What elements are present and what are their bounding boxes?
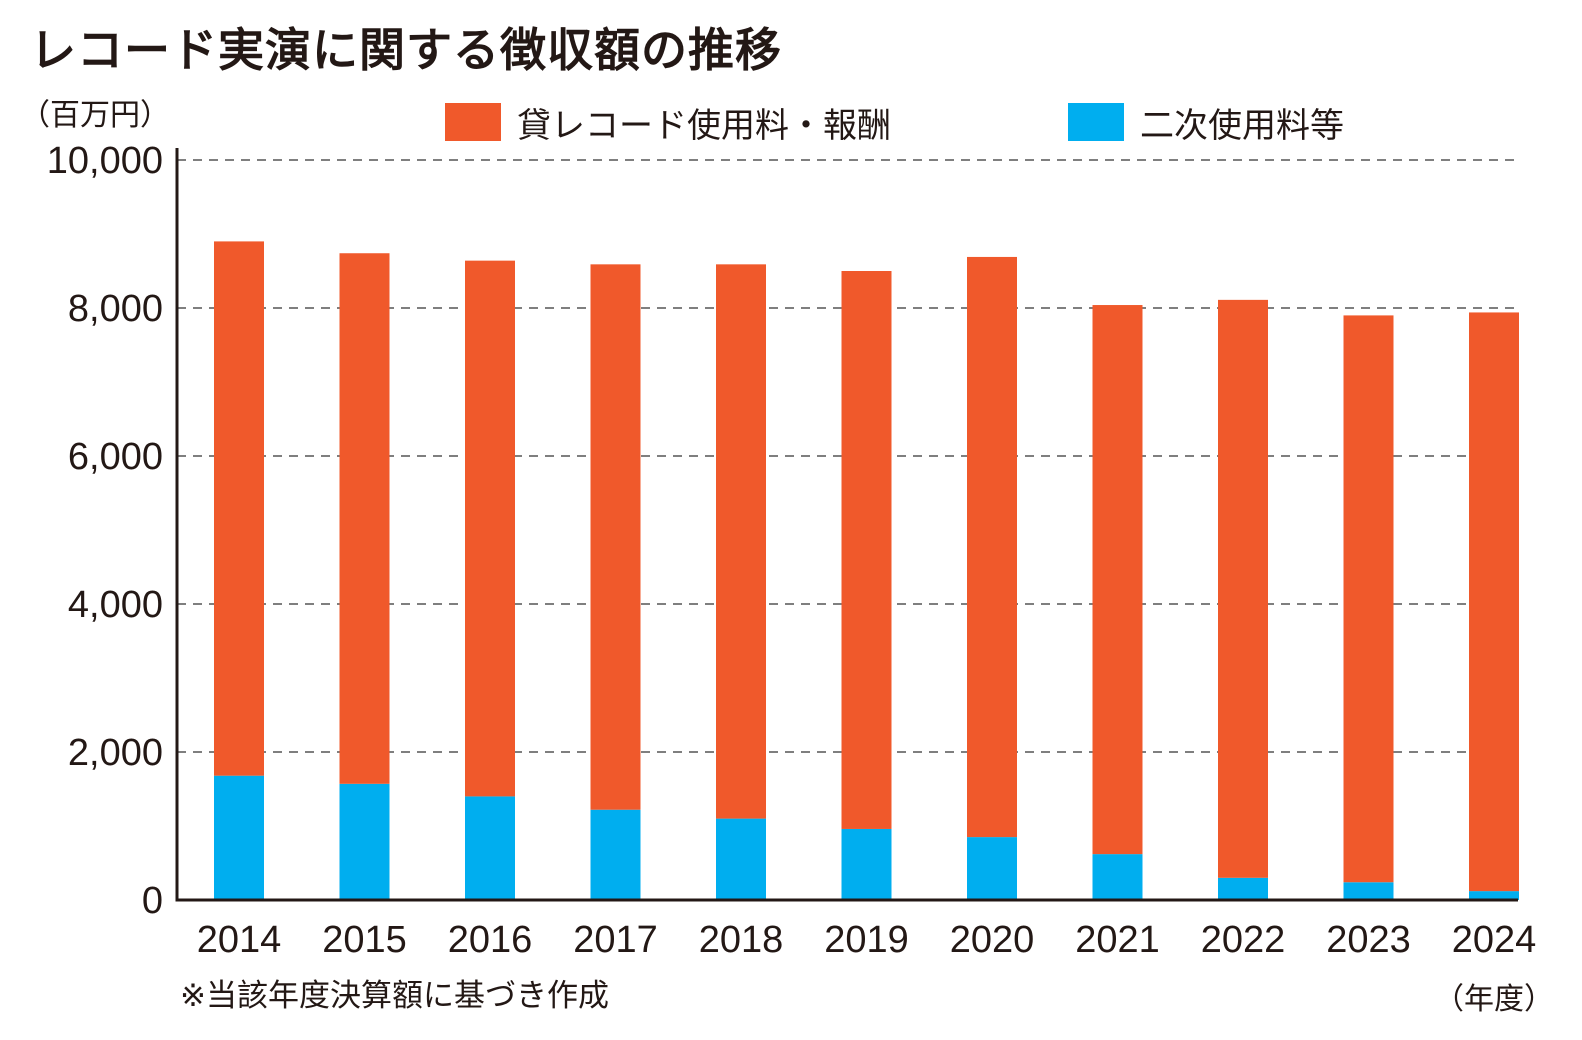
bar-rental (590, 264, 641, 810)
bar-rental (1469, 312, 1519, 892)
y-unit-label: （百万円） (20, 98, 170, 133)
x-tick-label: 2018 (699, 919, 784, 961)
y-tick-label: 8,000 (68, 288, 163, 330)
chart-title: レコード実演に関する徴収額の推移 (30, 23, 782, 77)
bar-rental (339, 253, 390, 784)
bar-rental (716, 264, 766, 819)
legend-label-rental: 貸レコード使用料・報酬 (517, 105, 891, 146)
bar-rental (967, 256, 1017, 838)
y-tick-label: 10,000 (47, 140, 163, 182)
x-tick-label: 2021 (1075, 919, 1160, 961)
bar-rental (1218, 299, 1268, 878)
legend-label-secondary: 二次使用料等 (1140, 105, 1344, 146)
bar-rental (214, 241, 264, 776)
x-tick-label: 2019 (824, 919, 909, 961)
bar-secondary (214, 775, 264, 900)
legend-item-rental: 貸レコード使用料・報酬 (445, 100, 891, 146)
bar-secondary (465, 796, 515, 900)
legend-item-secondary: 二次使用料等 (1068, 100, 1344, 146)
y-tick-label: 6,000 (68, 436, 163, 478)
x-tick-label: 2015 (322, 919, 407, 961)
y-tick-label: 2,000 (68, 732, 163, 774)
bar-rental (1343, 315, 1394, 883)
bar-rental (465, 260, 515, 797)
bar-secondary (716, 818, 766, 900)
legend-swatch-secondary (1068, 103, 1124, 141)
bar-rental (841, 271, 892, 829)
bar-secondary (1469, 891, 1519, 900)
bar-secondary (1218, 877, 1268, 900)
x-tick-label: 2016 (448, 919, 533, 961)
bar-secondary (339, 783, 390, 900)
x-tick-label: 2017 (573, 919, 658, 961)
x-tick-label: 2024 (1452, 919, 1537, 961)
x-tick-label: 2014 (197, 919, 282, 961)
x-tick-label: 2020 (950, 919, 1035, 961)
footnote: ※当該年度決算額に基づき作成 (180, 978, 609, 1014)
bar-secondary (1092, 854, 1143, 900)
y-tick-label: 0 (142, 880, 163, 922)
x-tick-label: 2022 (1201, 919, 1286, 961)
bar-secondary (1343, 882, 1394, 900)
bar-secondary (841, 828, 892, 900)
bar-rental (1092, 305, 1143, 855)
bar-secondary (590, 809, 641, 900)
bar-secondary (967, 837, 1017, 900)
y-tick-label: 4,000 (68, 584, 163, 626)
x-unit-label: （年度） (1434, 982, 1554, 1017)
x-tick-label: 2023 (1326, 919, 1411, 961)
legend-swatch-rental (445, 103, 501, 141)
